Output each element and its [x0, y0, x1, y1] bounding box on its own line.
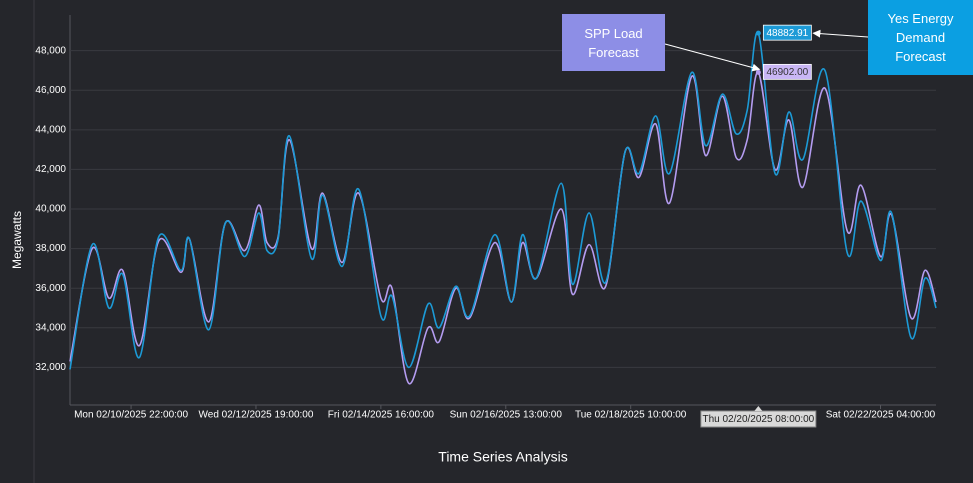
hover-value-box: [762, 24, 812, 41]
callout-arrow: [664, 43, 761, 72]
crosshair-pointer: [754, 406, 763, 411]
x-axis-title: Time Series Analysis: [438, 449, 567, 465]
series-callout: Yes Energy Demand Forecast: [868, 0, 973, 75]
x-tick-label: Sat 02/22/2025 04:00:00: [826, 410, 936, 421]
series-callout: SPP Load Forecast: [562, 14, 665, 71]
series-line: [69, 71, 937, 385]
y-tick-label: 32,000: [35, 362, 66, 373]
y-tick-label: 48,000: [35, 45, 66, 56]
x-tick-label: Wed 02/12/2025 19:00:00: [199, 410, 314, 421]
hover-value-label: 46902.00: [766, 67, 808, 78]
x-tick-label: Mon 02/10/2025 22:00:00: [74, 410, 188, 421]
y-tick-label: 34,000: [35, 322, 66, 333]
hover-point: [755, 30, 761, 36]
series-line: [69, 31, 937, 370]
hover-value-box: [762, 63, 812, 80]
y-tick-label: 46,000: [35, 85, 66, 96]
y-tick-label: 44,000: [35, 124, 66, 135]
hover-point: [755, 69, 761, 75]
x-tick-label: Tue 02/18/2025 10:00:00: [575, 410, 687, 421]
y-axis-title: Megawatts: [10, 211, 24, 269]
callout-arrow: [812, 29, 869, 38]
y-tick-label: 36,000: [35, 283, 66, 294]
hover-value-label: 48882.91: [766, 28, 808, 39]
y-tick-label: 40,000: [35, 204, 66, 215]
y-tick-label: 42,000: [35, 164, 66, 175]
x-tick-label: Sun 02/16/2025 13:00:00: [450, 410, 563, 421]
y-tick-label: 38,000: [35, 243, 66, 254]
x-tick-label: Fri 02/14/2025 16:00:00: [328, 410, 435, 421]
crosshair-label: Thu 02/20/2025 08:00:00: [702, 414, 814, 425]
